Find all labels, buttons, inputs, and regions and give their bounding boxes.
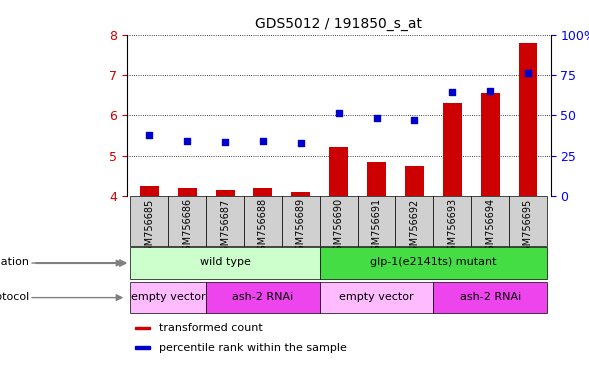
Bar [434, 282, 547, 313]
Bar [178, 188, 197, 196]
Text: glp-1(e2141ts) mutant: glp-1(e2141ts) mutant [370, 257, 497, 267]
Point [485, 88, 495, 94]
Bar [320, 248, 547, 279]
Bar [140, 186, 159, 196]
Bar [168, 196, 206, 246]
Text: GSM756690: GSM756690 [334, 198, 343, 257]
Bar [135, 327, 150, 329]
Bar [471, 196, 509, 246]
Bar [329, 147, 348, 196]
Text: GSM756687: GSM756687 [220, 198, 230, 258]
Point [523, 70, 532, 76]
Bar [443, 103, 462, 196]
Text: genotype/variation: genotype/variation [0, 257, 29, 267]
Text: GSM756688: GSM756688 [258, 198, 268, 257]
Bar [130, 196, 168, 246]
Text: GSM756693: GSM756693 [447, 198, 457, 257]
Point [448, 89, 457, 95]
Bar [358, 196, 395, 246]
Bar [206, 282, 320, 313]
Text: GSM756689: GSM756689 [296, 198, 306, 257]
Text: percentile rank within the sample: percentile rank within the sample [159, 343, 347, 353]
Bar [253, 188, 272, 196]
Bar [509, 196, 547, 246]
Bar [244, 196, 282, 246]
Bar [518, 43, 537, 196]
Text: GSM756691: GSM756691 [372, 198, 382, 257]
Point [145, 131, 154, 137]
Point [183, 138, 192, 144]
Bar [320, 282, 434, 313]
Point [296, 139, 306, 146]
Bar [367, 162, 386, 196]
Text: empty vector: empty vector [339, 292, 414, 302]
Text: GSM756686: GSM756686 [182, 198, 192, 257]
Bar [130, 282, 206, 313]
Text: GSM756694: GSM756694 [485, 198, 495, 257]
Bar [481, 93, 499, 196]
Bar [135, 346, 150, 349]
Text: protocol: protocol [0, 292, 29, 302]
Text: GSM756695: GSM756695 [523, 198, 533, 258]
Text: ash-2 RNAi: ash-2 RNAi [459, 292, 521, 302]
Text: transformed count: transformed count [159, 323, 263, 333]
Bar [405, 166, 424, 196]
Point [372, 115, 381, 121]
Text: ash-2 RNAi: ash-2 RNAi [232, 292, 293, 302]
Text: wild type: wild type [200, 257, 250, 267]
Bar [292, 192, 310, 196]
Bar [130, 248, 320, 279]
Point [410, 118, 419, 124]
Bar [434, 196, 471, 246]
Text: empty vector: empty vector [131, 292, 206, 302]
Text: GSM756685: GSM756685 [144, 198, 154, 258]
Bar [206, 196, 244, 246]
Bar [320, 196, 358, 246]
Bar [395, 196, 434, 246]
Point [258, 138, 267, 144]
Bar [282, 196, 320, 246]
Bar [216, 190, 234, 196]
Text: GSM756692: GSM756692 [409, 198, 419, 258]
Point [220, 139, 230, 145]
Title: GDS5012 / 191850_s_at: GDS5012 / 191850_s_at [255, 17, 422, 31]
Point [334, 110, 343, 116]
